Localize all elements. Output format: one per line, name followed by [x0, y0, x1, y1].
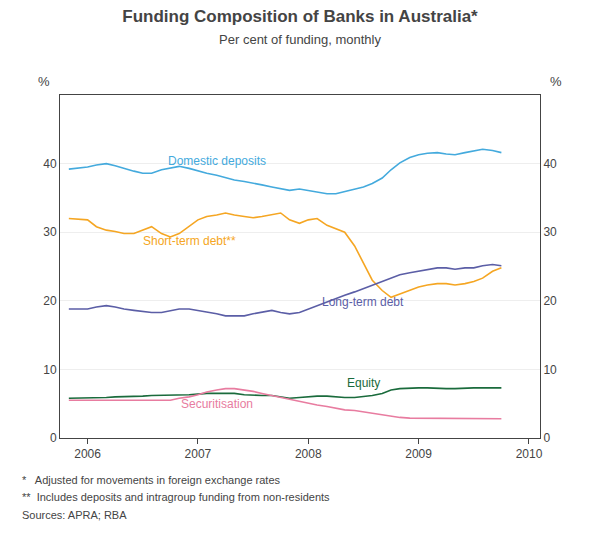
svg-text:Sources: APRA; RBA: Sources: APRA; RBA [22, 509, 127, 521]
svg-text:Domestic deposits: Domestic deposits [168, 154, 266, 168]
svg-text:40: 40 [543, 157, 557, 171]
svg-text:20: 20 [43, 294, 57, 308]
svg-text:Securitisation: Securitisation [181, 397, 253, 411]
svg-text:%: % [38, 74, 50, 89]
svg-text:%: % [550, 74, 562, 89]
svg-text:0: 0 [543, 431, 550, 445]
svg-text:10: 10 [543, 363, 557, 377]
svg-text:2008: 2008 [295, 447, 322, 461]
svg-text:2009: 2009 [405, 447, 432, 461]
svg-text:2006: 2006 [74, 447, 101, 461]
svg-text:40: 40 [43, 157, 57, 171]
svg-text:2007: 2007 [185, 447, 212, 461]
svg-text:* Adjusted for movements in: * Adjusted for movements in foreign exch… [22, 474, 281, 486]
svg-text:10: 10 [43, 363, 57, 377]
svg-text:30: 30 [543, 225, 557, 239]
svg-text:Long-term debt: Long-term debt [322, 295, 404, 309]
svg-text:30: 30 [43, 225, 57, 239]
svg-text:0: 0 [50, 431, 57, 445]
svg-text:Short-term debt**: Short-term debt** [143, 234, 236, 248]
svg-text:** Includes deposits and intr: ** Includes deposits and intragroup fund… [22, 491, 330, 503]
svg-text:Funding Composition of Banks i: Funding Composition of Banks in Australi… [122, 7, 478, 47]
svg-text:Equity: Equity [347, 376, 380, 390]
svg-text:2010: 2010 [516, 447, 543, 461]
svg-text:20: 20 [543, 294, 557, 308]
